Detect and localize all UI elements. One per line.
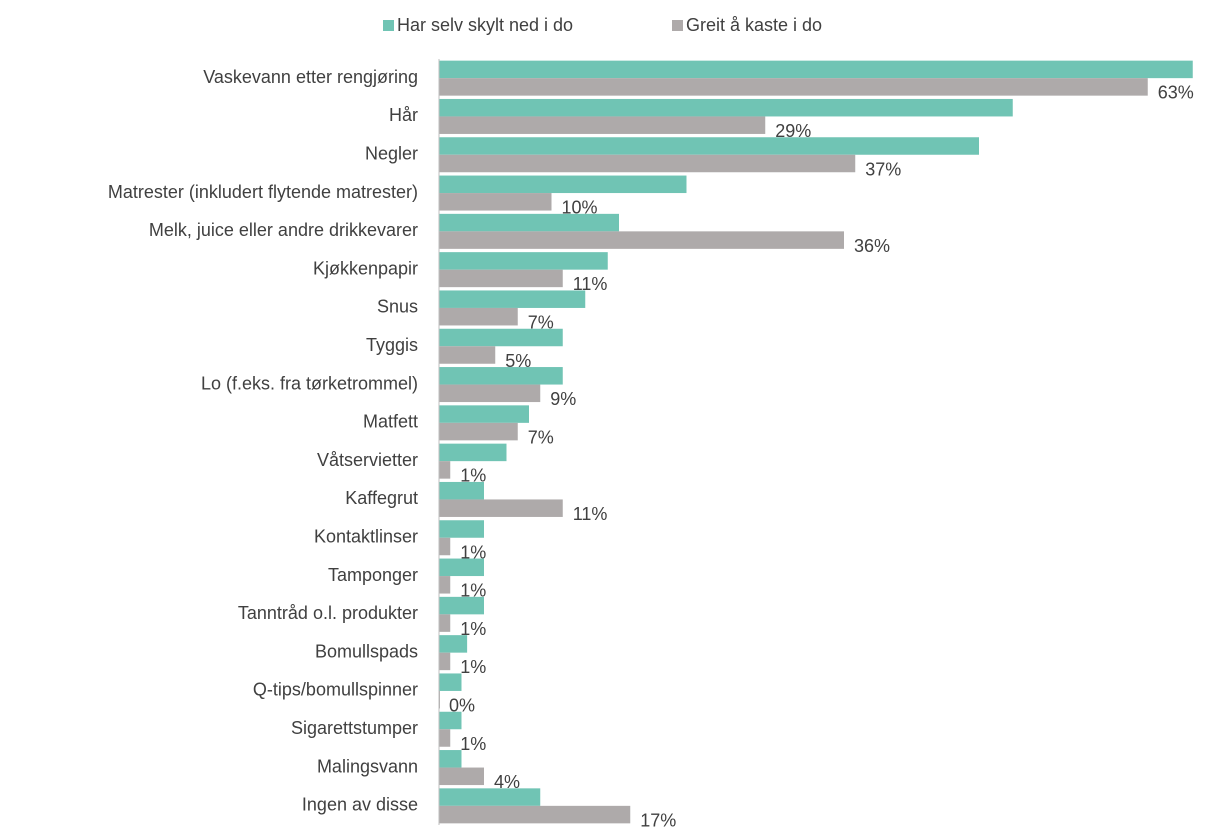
category-label: Lo (f.eks. fra tørketrommel) <box>201 373 418 393</box>
category-label: Negler <box>365 144 418 164</box>
category-label: Kjøkkenpapir <box>313 258 418 278</box>
bar <box>439 231 844 249</box>
bar <box>439 788 541 806</box>
data-label: 11% <box>573 504 608 524</box>
category-label: Vaskevann etter rengjøring <box>203 67 418 87</box>
data-label: 1% <box>460 581 486 601</box>
bar <box>439 461 451 479</box>
bar <box>439 635 468 653</box>
bar <box>439 652 451 671</box>
data-label: 4% <box>494 772 520 792</box>
bar <box>439 558 484 577</box>
legend-label: Greit å kaste i do <box>686 15 822 35</box>
data-label: 36% <box>854 236 890 256</box>
bar <box>439 175 687 194</box>
bar <box>439 213 619 232</box>
bar <box>439 443 507 462</box>
bar <box>439 193 552 211</box>
category-label: Bomullspads <box>315 641 418 661</box>
category-label: Ingen av disse <box>302 795 418 815</box>
category-label: Hår <box>389 105 418 125</box>
category-label: Tyggis <box>366 335 418 355</box>
category-label: Melk, juice eller andre drikkevarer <box>149 220 418 240</box>
data-label: 9% <box>550 389 576 409</box>
data-label: 29% <box>775 121 811 141</box>
data-label: 1% <box>460 466 486 486</box>
bar <box>439 596 484 615</box>
category-label: Matfett <box>363 412 418 432</box>
category-label: Tanntråd o.l. produkter <box>238 603 418 623</box>
bar <box>439 307 518 326</box>
bar <box>439 367 563 385</box>
data-label: 1% <box>460 542 486 562</box>
bar <box>439 576 451 594</box>
data-label: 11% <box>573 274 608 294</box>
bar <box>439 711 462 730</box>
bar <box>439 116 766 134</box>
category-label: Malingsvann <box>317 756 418 776</box>
category-label: Matrester (inkludert flytende matrester) <box>108 182 418 202</box>
category-label: Snus <box>377 297 418 317</box>
bar <box>439 98 1013 117</box>
bar <box>439 252 608 270</box>
bar <box>439 137 979 155</box>
bar <box>439 614 451 632</box>
bar <box>439 499 563 517</box>
data-label: 1% <box>460 619 486 639</box>
bar <box>439 422 518 441</box>
bar <box>439 750 462 768</box>
category-label: Tamponger <box>328 565 418 585</box>
data-label: 5% <box>505 351 531 371</box>
bar <box>439 154 856 173</box>
bar <box>439 520 484 538</box>
bar <box>439 78 1148 96</box>
data-label: 7% <box>528 312 554 332</box>
bar <box>439 346 496 364</box>
bar <box>439 328 563 347</box>
bar <box>439 384 541 403</box>
bar <box>439 767 484 786</box>
bar <box>439 481 484 500</box>
legend-swatch <box>672 20 683 31</box>
data-label: 37% <box>865 159 901 179</box>
bar <box>439 60 1193 79</box>
bar <box>439 269 563 288</box>
legend-swatch <box>383 20 394 31</box>
data-label: 17% <box>640 810 676 827</box>
data-label: 0% <box>449 695 475 715</box>
category-label: Kontaktlinser <box>314 527 418 547</box>
bar <box>439 729 451 747</box>
data-label: 63% <box>1158 83 1194 103</box>
data-label: 1% <box>460 657 486 677</box>
category-label: Sigarettstumper <box>291 718 418 738</box>
legend-label: Har selv skylt ned i do <box>397 15 573 35</box>
data-label: 7% <box>528 427 554 447</box>
data-label: 10% <box>562 198 598 218</box>
bar <box>439 537 451 556</box>
bar <box>439 805 631 824</box>
category-label: Våtservietter <box>317 450 418 470</box>
bar <box>439 405 529 423</box>
bar <box>439 673 462 691</box>
category-label: Kaffegrut <box>345 488 418 508</box>
bar <box>439 290 586 308</box>
data-label: 1% <box>460 734 486 754</box>
category-label: Q-tips/bomullspinner <box>253 680 418 700</box>
